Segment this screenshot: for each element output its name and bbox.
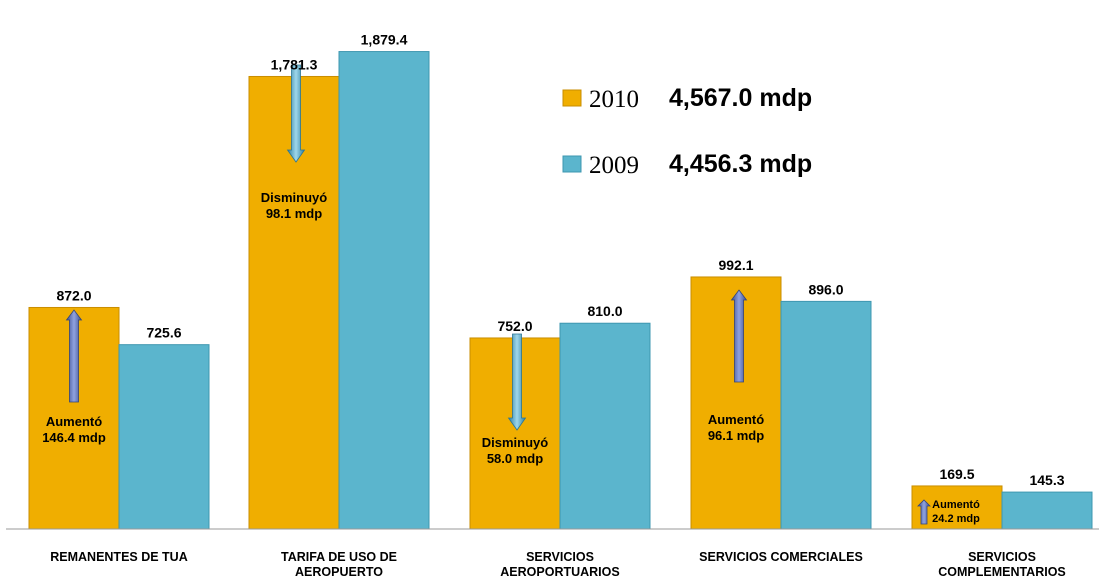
legend: 2010 4,567.0 mdp 2009 4,456.3 mdp [562,84,812,179]
value-label-2009-0: 725.6 [146,325,181,341]
legend-total-2009: 4,456.3 mdp [669,150,812,178]
bars-layer [6,51,1099,530]
arrow-up-icon-0 [65,309,83,403]
value-label-2009-3: 896.0 [808,281,843,297]
value-label-2010-2: 752.0 [497,318,532,334]
arrow-down-icon-2 [507,333,527,431]
bar-2009-2 [559,322,651,530]
category-label-0: REMANENTES DE TUA [50,550,188,564]
category-label-4: SERVICIOS [968,550,1036,564]
category-label-1: TARIFA DE USO DE [281,550,397,564]
annotation-label-1: Disminuyó [261,190,328,205]
annotation-label-4: Aumentó [932,499,980,511]
legend-year-2010: 2010 [589,86,639,113]
value-label-2009-2: 810.0 [587,303,622,319]
labels-layer: 872.0 725.6 REMANENTES DE TUA 1,781.3 1,879.… [42,32,1066,579]
value-label-2009-1: 1,879.4 [361,32,408,48]
arrow-down-icon-1 [286,64,306,163]
bar-2009-1 [338,51,430,530]
category-label-2: AEROPORTUARIOS [500,565,619,579]
category-label-2: SERVICIOS [526,550,594,564]
value-label-2010-0: 872.0 [56,287,91,303]
value-label-2010-3: 992.1 [718,257,753,273]
legend-swatch-2010 [562,89,582,107]
bar-2009-4 [1001,491,1093,530]
legend-total-2010: 4,567.0 mdp [669,84,812,112]
annotation-label-2: Disminuyó [482,435,549,450]
annotation-label-3: 96.1 mdp [708,428,764,443]
annotation-label-1: 98.1 mdp [266,206,322,221]
value-label-2010-4: 169.5 [939,466,974,482]
legend-year-2009: 2009 [589,152,639,179]
annotation-label-0: Aumentó [46,414,102,429]
category-label-4: COMPLEMENTARIOS [938,565,1066,579]
category-label-1: AEROPUERTO [295,565,383,579]
annotation-label-4: 24.2 mdp [932,513,980,525]
bar-2009-0 [118,344,210,530]
arrows-layer [65,64,931,525]
annotation-label-2: 58.0 mdp [487,451,543,466]
arrow-up-icon-3 [730,289,748,383]
annotation-label-0: 146.4 mdp [42,430,106,445]
category-label-3: SERVICIOS COMERCIALES [699,550,863,564]
annotation-label-3: Aumentó [708,412,764,427]
legend-swatch-2009 [562,155,582,173]
value-label-2010-1: 1,781.3 [271,56,318,72]
bar-2009-3 [780,300,872,530]
value-label-2009-4: 145.3 [1029,472,1064,488]
arrow-up-icon-4 [917,499,931,525]
